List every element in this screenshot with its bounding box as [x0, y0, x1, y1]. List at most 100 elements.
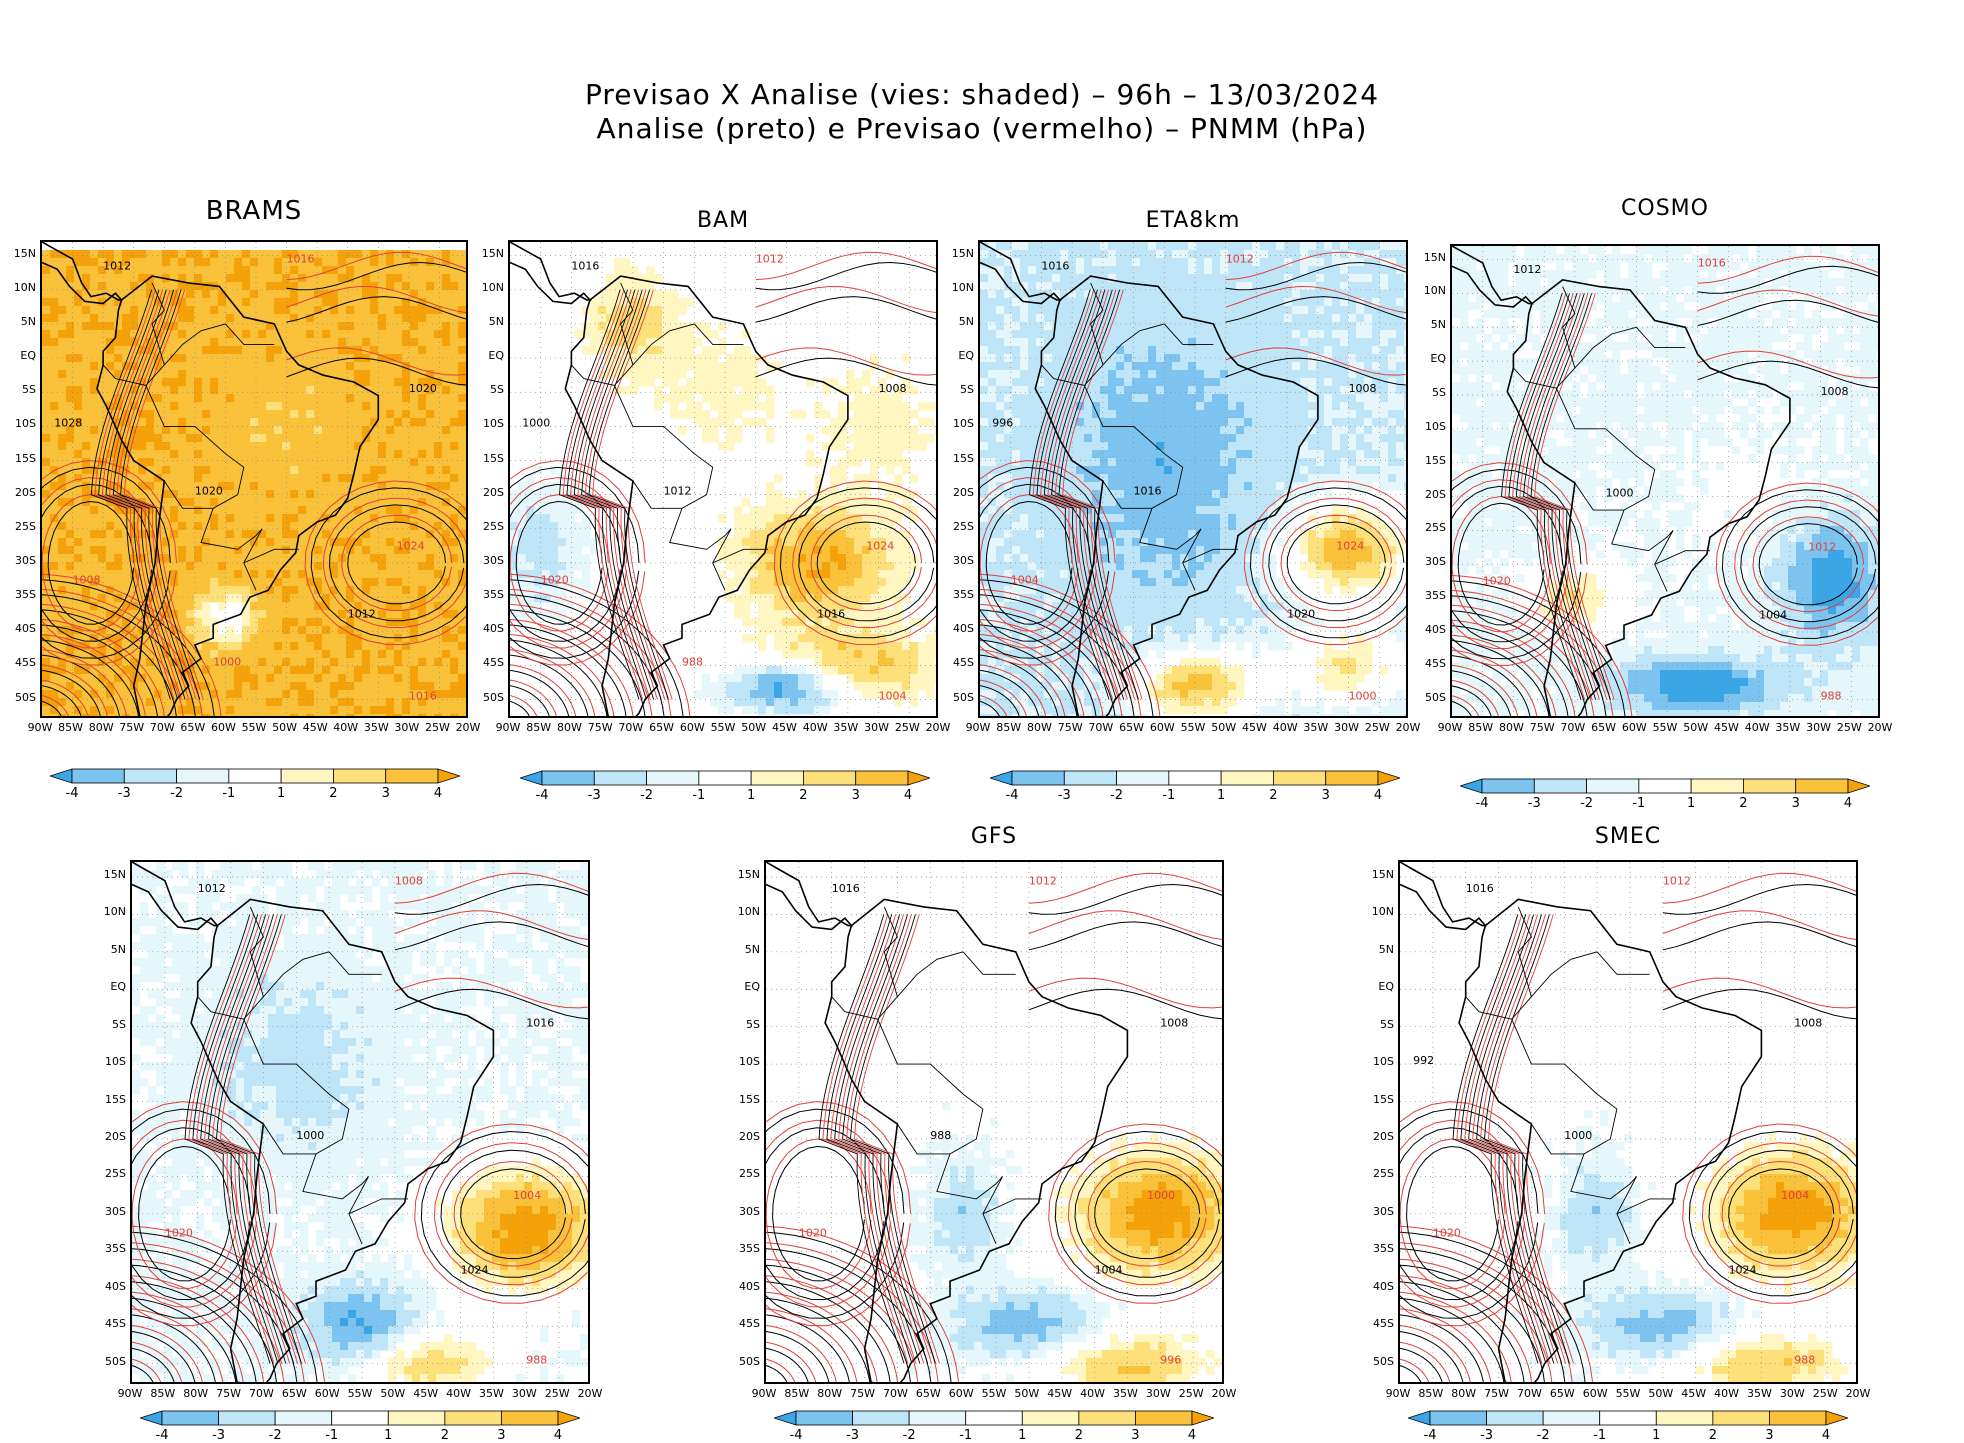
lat-tick-label: 20S [1418, 488, 1446, 501]
lat-tick-label: 5N [1366, 943, 1394, 956]
isobar-label: 1004 [1095, 1264, 1123, 1277]
lat-tick-label: 10S [476, 417, 504, 430]
colorbar-label: -3 [1519, 796, 1549, 811]
lon-tick-label: 90W [1383, 1387, 1413, 1400]
isobar-label: 1000 [1349, 690, 1377, 703]
lat-tick-label: 50S [476, 691, 504, 704]
lon-tick-label: 60W [1580, 1387, 1610, 1400]
lon-tick-label: 25W [1810, 1387, 1840, 1400]
lat-tick-label: 45S [8, 656, 36, 669]
lon-tick-label: 90W [749, 1387, 779, 1400]
lat-tick-label: 25S [1366, 1167, 1394, 1180]
lat-tick-label: 5N [1418, 318, 1446, 331]
lat-tick-label: EQ [732, 980, 760, 993]
lon-tick-label: 55W [1613, 1387, 1643, 1400]
lat-tick-label: 50S [1418, 691, 1446, 704]
lat-tick-label: 20S [8, 486, 36, 499]
isobar-label: 1024 [1729, 1264, 1757, 1277]
lat-tick-label: 35S [946, 588, 974, 601]
lon-tick-label: 45W [1045, 1387, 1075, 1400]
central-america-coastline [766, 862, 851, 929]
lon-tick-label: 85W [1466, 721, 1496, 734]
lon-tick-label: 50W [739, 721, 769, 734]
lon-tick-label: 80W [181, 1387, 211, 1400]
lat-tick-label: 40S [476, 622, 504, 635]
lon-tick-label: 20W [1393, 721, 1423, 734]
lon-tick-label: 65W [1117, 721, 1147, 734]
isobar-label: 1020 [409, 382, 437, 395]
colorbar-label: 2 [788, 788, 818, 803]
lat-tick-label: 20S [1366, 1130, 1394, 1143]
lon-tick-label: 80W [1496, 721, 1526, 734]
lat-tick-label: 10N [1366, 905, 1394, 918]
lon-tick-label: 55W [1178, 721, 1208, 734]
panel-title-gfs: GFS [764, 824, 1224, 849]
lat-tick-label: 30S [8, 554, 36, 567]
isobar-label: 1008 [73, 573, 101, 586]
lat-tick-label: 10N [98, 905, 126, 918]
lat-tick-label: 5S [98, 1018, 126, 1031]
isobar-label: 1016 [526, 1017, 554, 1030]
lon-tick-label: 75W [1482, 1387, 1512, 1400]
lat-tick-label: 25S [1418, 521, 1446, 534]
lat-tick-label: 20S [946, 486, 974, 499]
lat-tick-label: 45S [1366, 1317, 1394, 1330]
isobar-label: 992 [1413, 1054, 1434, 1067]
isobar-label: 1000 [1147, 1189, 1175, 1202]
lon-tick-label: 40W [800, 721, 830, 734]
lat-tick-label: EQ [476, 349, 504, 362]
isobar-label: 1008 [395, 874, 423, 887]
lon-tick-label: 75W [117, 721, 147, 734]
colorbar-label: 4 [423, 786, 453, 801]
lon-tick-label: 65W [279, 1387, 309, 1400]
lat-tick-label: 30S [946, 554, 974, 567]
lon-tick-label: 45W [411, 1387, 441, 1400]
lat-tick-label: 10N [8, 281, 36, 294]
colorbar-label: -1 [684, 788, 714, 803]
isobar-label: 1012 [1663, 874, 1691, 887]
lat-tick-label: 30S [1366, 1205, 1394, 1218]
central-america-coastline [1400, 862, 1485, 929]
isobar-label: 1016 [571, 259, 599, 272]
lon-tick-label: 85W [994, 721, 1024, 734]
lon-tick-label: 25W [1834, 721, 1864, 734]
lon-tick-label: 70W [1086, 721, 1116, 734]
lat-tick-label: 25S [8, 520, 36, 533]
isobar-label: 1024 [397, 539, 425, 552]
colorbar-label: -3 [109, 786, 139, 801]
lon-tick-label: 50W [270, 721, 300, 734]
isobar-label: 1008 [1160, 1017, 1188, 1030]
lat-tick-label: 15N [1418, 251, 1446, 264]
lon-tick-label: 50W [1012, 1387, 1042, 1400]
lon-tick-label: 80W [554, 721, 584, 734]
lat-tick-label: 5S [732, 1018, 760, 1031]
lat-tick-label: 35S [1366, 1242, 1394, 1255]
lon-tick-label: 70W [147, 721, 177, 734]
colorbar-label: 3 [371, 786, 401, 801]
isobar-label: 1020 [1287, 608, 1315, 621]
colorbar-label: 2 [318, 786, 348, 801]
lon-tick-label: 55W [345, 1387, 375, 1400]
lat-tick-label: 10N [946, 281, 974, 294]
lat-tick-label: 20S [476, 486, 504, 499]
lon-tick-label: 85W [782, 1387, 812, 1400]
isobar-label: 1008 [1794, 1017, 1822, 1030]
isobar-label: 988 [526, 1354, 547, 1367]
isobar-label: 1000 [213, 655, 241, 668]
isobar-label: 1000 [1606, 487, 1634, 500]
lat-tick-label: 45S [1418, 657, 1446, 670]
lat-tick-label: 15S [98, 1093, 126, 1106]
lat-tick-label: 20S [732, 1130, 760, 1143]
lat-tick-label: 40S [732, 1280, 760, 1293]
colorbar-label: 3 [1781, 796, 1811, 811]
figure-title-line2: Analise (preto) e Previsao (vermelho) – … [0, 112, 1964, 145]
lon-tick-label: 45W [300, 721, 330, 734]
lon-tick-label: 75W [1055, 721, 1085, 734]
isobar-label: 1016 [1466, 882, 1494, 895]
